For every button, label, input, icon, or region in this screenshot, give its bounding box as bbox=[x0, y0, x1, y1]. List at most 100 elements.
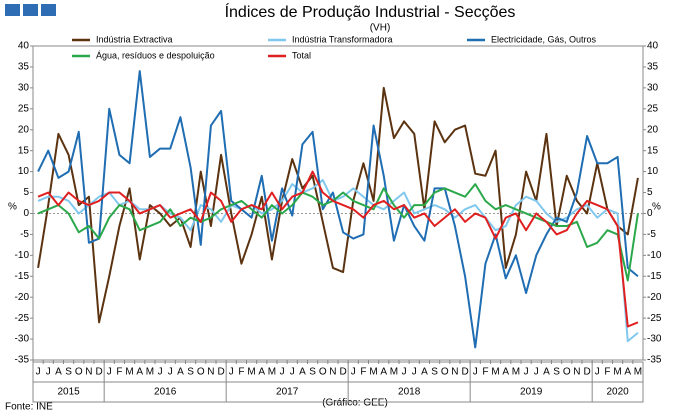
x-tick-label: J bbox=[351, 367, 356, 378]
x-tick-label: O bbox=[319, 367, 327, 378]
x-tick-label: N bbox=[329, 367, 336, 378]
x-tick-label: O bbox=[441, 367, 449, 378]
y-tick-label: -10 bbox=[15, 250, 30, 261]
y2-tick-label: -30 bbox=[647, 334, 662, 345]
x-tick-label: J bbox=[280, 367, 285, 378]
series-line bbox=[37, 183, 639, 282]
logo-square bbox=[23, 4, 38, 16]
x-tick-label: F bbox=[482, 367, 488, 378]
x-tick-label: A bbox=[624, 367, 631, 378]
y-tick-label: 10 bbox=[18, 166, 30, 177]
y-tick-label: -25 bbox=[15, 313, 30, 324]
x-tick-label: S bbox=[187, 367, 194, 378]
x-tick-label: S bbox=[65, 367, 72, 378]
legend-label: Indústria Extractiva bbox=[96, 34, 173, 44]
y2-tick-label: 40 bbox=[647, 41, 659, 52]
x-tick-label: N bbox=[573, 367, 580, 378]
x-tick-label: O bbox=[563, 367, 571, 378]
x-tick-label: M bbox=[369, 367, 377, 378]
year-label: 2017 bbox=[276, 387, 299, 398]
x-tick-label: J bbox=[402, 367, 407, 378]
x-tick-label: O bbox=[197, 367, 205, 378]
year-label: 2020 bbox=[606, 387, 629, 398]
y2-tick-label: 35 bbox=[647, 62, 659, 73]
y-tick-label: -5 bbox=[20, 229, 29, 240]
y2-tick-label: 30 bbox=[647, 83, 659, 94]
y-tick-label: 15 bbox=[18, 145, 30, 156]
series-line bbox=[37, 170, 639, 328]
logo-square bbox=[41, 4, 56, 16]
x-tick-label: F bbox=[360, 367, 366, 378]
x-tick-label: J bbox=[290, 367, 295, 378]
y-tick-label: 0 bbox=[23, 208, 29, 219]
year-label: 2015 bbox=[57, 387, 80, 398]
x-tick-label: A bbox=[543, 367, 550, 378]
y2-tick-label: -10 bbox=[647, 250, 662, 261]
x-tick-label: J bbox=[595, 367, 600, 378]
y-tick-label: 20 bbox=[18, 124, 30, 135]
x-tick-label: M bbox=[268, 367, 276, 378]
y2-tick-label: -25 bbox=[647, 313, 662, 324]
x-tick-label: N bbox=[85, 367, 92, 378]
legend-label: Indústria Transformadora bbox=[292, 34, 393, 44]
x-tick-label: J bbox=[46, 367, 51, 378]
y-tick-label: -35 bbox=[15, 355, 30, 366]
legend-label: Electricidade, Gás, Outros bbox=[491, 34, 597, 44]
x-tick-label: D bbox=[461, 367, 468, 378]
y2-tick-label: -35 bbox=[647, 355, 662, 366]
x-tick-label: F bbox=[116, 367, 122, 378]
x-tick-label: M bbox=[491, 367, 499, 378]
y2-tick-label: 10 bbox=[647, 166, 659, 177]
y-tick-label: 35 bbox=[18, 62, 30, 73]
legend-label: Água, resíduos e despoluição bbox=[96, 50, 215, 60]
x-tick-label: J bbox=[229, 367, 234, 378]
x-tick-label: A bbox=[136, 367, 143, 378]
credit: (Gráfico: GEE) bbox=[322, 398, 388, 409]
y-tick-label: -30 bbox=[15, 334, 30, 345]
x-tick-label: N bbox=[207, 367, 214, 378]
x-tick-label: O bbox=[75, 367, 83, 378]
x-tick-label: J bbox=[412, 367, 417, 378]
y-tick-label: 5 bbox=[23, 187, 29, 198]
x-tick-label: M bbox=[634, 367, 642, 378]
y2-tick-label: 5 bbox=[647, 187, 653, 198]
x-tick-label: M bbox=[125, 367, 133, 378]
x-tick-label: S bbox=[553, 367, 560, 378]
y2-tick-label: 20 bbox=[647, 124, 659, 135]
x-tick-label: F bbox=[238, 367, 244, 378]
y2-tick-label: 0 bbox=[647, 208, 653, 219]
x-tick-label: A bbox=[177, 367, 184, 378]
legend-label: Total bbox=[292, 50, 311, 60]
year-label: 2018 bbox=[398, 387, 421, 398]
y2-tick-label: -5 bbox=[647, 229, 656, 240]
x-tick-label: J bbox=[473, 367, 478, 378]
x-tick-label: J bbox=[524, 367, 529, 378]
chart-title: Índices de Produção Industrial - Secções bbox=[225, 2, 516, 21]
x-tick-label: N bbox=[451, 367, 458, 378]
y-tick-label: -20 bbox=[15, 292, 30, 303]
source: Fonte: INE bbox=[5, 402, 53, 413]
x-tick-label: S bbox=[431, 367, 438, 378]
series-line bbox=[37, 70, 639, 349]
x-tick-label: S bbox=[309, 367, 316, 378]
x-tick-label: D bbox=[95, 367, 102, 378]
series-line bbox=[37, 86, 639, 324]
y2-axis-label: % bbox=[652, 202, 661, 213]
y2-tick-label: -20 bbox=[647, 292, 662, 303]
chart-subtitle: (VH) bbox=[370, 23, 391, 34]
y-tick-label: 25 bbox=[18, 103, 30, 114]
x-tick-label: D bbox=[583, 367, 590, 378]
year-label: 2019 bbox=[520, 387, 543, 398]
x-tick-label: A bbox=[421, 367, 428, 378]
x-tick-label: A bbox=[299, 367, 306, 378]
x-tick-label: M bbox=[390, 367, 398, 378]
x-tick-label: M bbox=[146, 367, 154, 378]
y2-tick-label: 15 bbox=[647, 145, 659, 156]
y2-tick-label: -15 bbox=[647, 271, 662, 282]
x-tick-label: M bbox=[512, 367, 520, 378]
x-tick-label: A bbox=[258, 367, 265, 378]
x-tick-label: J bbox=[534, 367, 539, 378]
x-tick-label: J bbox=[36, 367, 41, 378]
y-tick-label: 30 bbox=[18, 83, 30, 94]
